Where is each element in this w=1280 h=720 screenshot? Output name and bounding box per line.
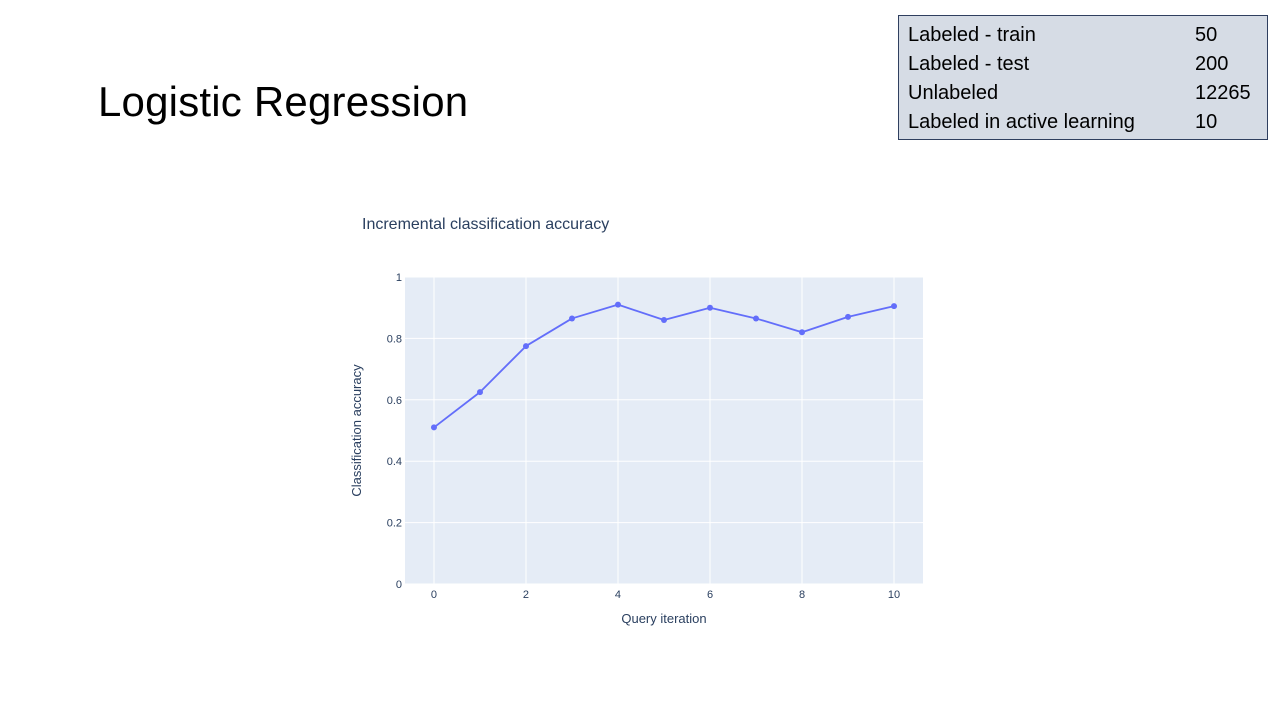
x-tick-label: 4 [615,589,621,601]
stats-label: Labeled - test [908,53,1030,75]
data-point [614,301,621,308]
y-axis-title: Classification accuracy [349,364,364,497]
axis-ticks: 00.20.40.60.810 2 4 6 8 10 [387,272,900,601]
x-tick-label: 6 [707,589,713,601]
stats-value: 10 [1195,111,1218,133]
data-point [661,316,667,323]
chart-title: Incremental classification accuracy [362,216,609,233]
y-tick-label: 0.6 [387,395,402,407]
data-point [476,389,483,396]
x-tick-label: 10 [888,589,900,601]
stats-value: 12265 [1195,82,1251,104]
data-point [891,303,898,310]
stats-row: Unlabeled 12265 [908,79,1267,108]
y-tick-label: 0.8 [387,333,402,345]
stats-label: Labeled - train [908,24,1036,46]
data-point [522,343,529,350]
stats-label: Unlabeled [908,82,999,104]
y-tick-label: 1 [396,272,402,284]
y-tick-label: 0.2 [387,518,402,530]
stats-value: 50 [1195,24,1218,46]
accuracy-chart: Incremental classification accuracy 0 0.2… [340,200,940,640]
x-tick-label: 2 [523,589,529,601]
stats-row: Labeled - test 200 [908,50,1267,79]
stats-row: Labeled - train 50 [908,21,1267,50]
stats-label: Labeled in active learning [908,111,1135,133]
data-point [707,304,714,311]
data-point [568,315,575,322]
chart-svg: Incremental classification accuracy 0 0.2… [349,216,923,626]
stats-row: Labeled in active learning 10 [908,108,1267,137]
series-accuracy [430,301,898,431]
y-tick-label: 0.4 [387,456,402,468]
stats-value: 200 [1195,53,1229,75]
y-tick-label: 0 [396,579,402,591]
x-axis-title: Query iteration [621,611,706,626]
data-point [845,313,852,320]
x-tick-label: 8 [799,589,805,601]
stats-table: Labeled - train 50 Labeled - test 200 Un… [898,15,1268,140]
data-point [799,329,806,336]
data-point [430,424,437,431]
x-tick-label: 0 [431,589,437,601]
slide-title: Logistic Regression [98,78,469,125]
data-point [753,315,760,322]
grid-lines [405,276,923,585]
plot-area [405,277,923,584]
